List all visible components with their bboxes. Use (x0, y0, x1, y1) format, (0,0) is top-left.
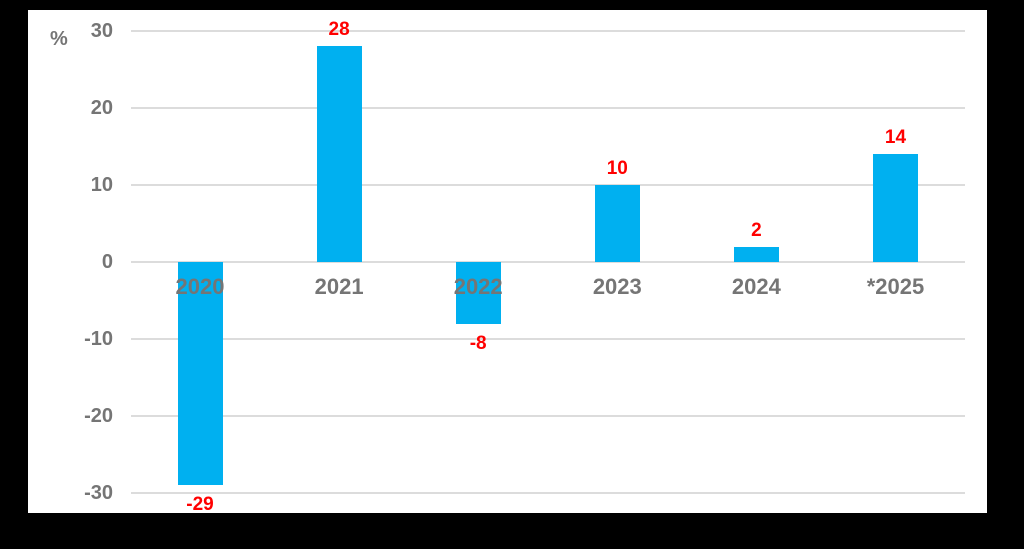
category-label: 2023 (592, 274, 642, 299)
y-axis-tick-label: -20 (84, 405, 113, 427)
data-label: 28 (328, 19, 350, 41)
gridline (131, 492, 965, 494)
data-label: 14 (884, 127, 907, 149)
y-axis-tick-label: 30 (90, 20, 113, 42)
bar-2022 (455, 262, 501, 324)
bar-2021 (316, 46, 362, 262)
data-label: -29 (186, 494, 214, 516)
bar-2024 (733, 246, 779, 262)
category-label: 2022 (453, 274, 503, 299)
bar-2025 (873, 154, 918, 262)
y-axis-tick-label: -30 (84, 482, 113, 504)
data-label: 2 (751, 219, 762, 241)
y-axis-tick-label: -10 (84, 328, 113, 350)
bar-2023 (594, 185, 640, 262)
bar-2020 (177, 262, 223, 486)
gridline (131, 415, 965, 417)
gridline (131, 338, 965, 340)
category-label: *2025 (866, 274, 925, 299)
y-axis-tick-label: 0 (101, 251, 113, 273)
category-label: 2020 (175, 274, 225, 299)
gridline (131, 107, 965, 109)
category-label: 2021 (314, 274, 364, 299)
category-label: 2024 (731, 274, 781, 299)
y-axis-unit-label: % (50, 28, 68, 50)
y-axis-tick-label: 20 (90, 97, 113, 119)
bar-chart: % 30 20 10 0 -10 -20 -30 2020 2021 2022 2023 2024 *… (28, 10, 987, 516)
data-label: -8 (469, 332, 487, 354)
data-label: 10 (606, 158, 628, 179)
gridline (131, 30, 965, 32)
gridline (131, 184, 965, 186)
gridline (131, 261, 965, 263)
y-axis-tick-label: 10 (90, 174, 113, 196)
